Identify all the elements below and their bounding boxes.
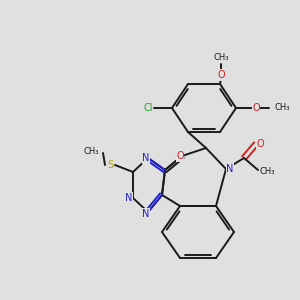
Text: N: N [142,153,150,163]
Text: O: O [217,70,225,80]
Text: N: N [226,164,234,174]
Text: S: S [107,160,113,170]
Text: N: N [142,209,150,219]
Text: O: O [252,103,260,113]
Text: CH₃: CH₃ [274,103,290,112]
Text: CH₃: CH₃ [259,167,275,176]
Text: N: N [125,193,133,203]
Text: CH₃: CH₃ [213,52,229,62]
Text: CH₃: CH₃ [83,146,99,155]
Text: O: O [256,139,264,149]
Text: O: O [176,151,184,161]
Text: Cl: Cl [143,103,153,113]
